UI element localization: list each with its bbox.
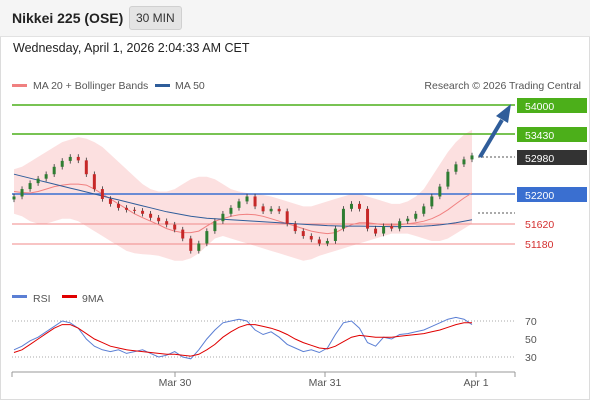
candle-body (108, 198, 112, 204)
candle-body (149, 213, 153, 218)
rsi-tick-30: 30 (525, 352, 537, 364)
ma50-legend-label: MA 50 (175, 80, 205, 92)
candle-body (36, 178, 40, 184)
ma20-line (13, 183, 473, 235)
level-label-53430: 53430 (525, 130, 554, 142)
chart-header: Nikkei 225 (OSE) 30 MIN (0, 0, 590, 37)
copyright-label: Research © 2026 Trading Central (424, 80, 581, 92)
candle-body (229, 207, 233, 214)
candle-body (285, 211, 289, 224)
level-label-51620: 51620 (525, 219, 554, 231)
candle-body (68, 156, 72, 161)
forecast-arrow-shaft (478, 118, 504, 159)
candle-body (446, 171, 450, 187)
candle-body (277, 208, 281, 212)
level-label-52200: 52200 (525, 190, 554, 202)
candle-body (76, 156, 80, 161)
rsi-tick-50: 50 (525, 334, 537, 346)
candle-body (366, 208, 370, 229)
candle-body (100, 189, 104, 199)
candle-body (333, 228, 337, 241)
ma50-legend-swatch (155, 84, 170, 87)
level-label-54000: 54000 (525, 101, 554, 113)
candle-body (92, 174, 96, 190)
rsi-legend-swatch (12, 295, 27, 298)
candle-body (269, 208, 273, 212)
candle-body (341, 208, 345, 229)
candle-body (454, 164, 458, 172)
candle-body (133, 209, 137, 211)
candle-body (293, 223, 297, 232)
candle-body (12, 196, 16, 200)
candle-body (197, 243, 201, 251)
candle-body (301, 231, 305, 237)
candle-body (60, 160, 64, 167)
ma20-legend-swatch (12, 84, 27, 87)
level-tag-54000 (517, 98, 587, 113)
ma9-legend-swatch (62, 295, 77, 298)
candle-body (261, 206, 265, 212)
candle-body (406, 218, 410, 222)
candle-body (52, 166, 56, 175)
ma50-line (13, 173, 473, 228)
candle-body (317, 239, 321, 244)
ma20-legend-label: MA 20 + Bollinger Bands (33, 80, 148, 92)
candle-body (398, 221, 402, 229)
candles-group (12, 152, 474, 254)
candle-body (462, 159, 466, 165)
level-tag-current (517, 150, 587, 165)
candle-body (20, 189, 24, 197)
candle-body (221, 213, 225, 222)
candle-body (165, 221, 169, 225)
x-tick-label-mar31: Mar 31 (309, 377, 342, 389)
x-tick-label-mar30: Mar 30 (159, 377, 192, 389)
candle-body (189, 238, 193, 251)
candle-body (390, 226, 394, 229)
timeframe-badge[interactable]: 30 MIN (129, 6, 182, 30)
rsi-legend-label: RSI (33, 293, 51, 305)
bollinger-band (14, 129, 472, 261)
candle-body (124, 207, 128, 210)
candle-body (205, 231, 209, 244)
candle-body (237, 201, 241, 208)
candle-body (309, 236, 313, 240)
instrument-title: Nikkei 225 (OSE) (12, 10, 124, 26)
candle-body (422, 206, 426, 214)
rsi-ma9-line (13, 322, 472, 357)
candle-body (84, 160, 88, 175)
candle-body (44, 174, 48, 179)
candle-body (213, 221, 217, 232)
x-tick-label-apr1: Apr 1 (463, 377, 488, 389)
candle-body (253, 196, 257, 207)
candle-body (28, 183, 32, 190)
rsi-tick-70: 70 (525, 316, 537, 328)
level-label-51180: 51180 (525, 239, 554, 251)
chart-datetime: Wednesday, April 1, 2026 2:04:33 AM CET (13, 41, 250, 55)
level-tag-52200 (517, 187, 587, 202)
forecast-arrow-head (496, 104, 511, 123)
candle-body (245, 196, 249, 202)
candle-body (325, 240, 329, 244)
candle-body (470, 155, 474, 160)
candle-body (382, 226, 386, 234)
candle-body (374, 228, 378, 234)
candle-body (157, 217, 161, 222)
candle-body (414, 213, 418, 219)
candle-body (358, 203, 362, 209)
candle-body (430, 196, 434, 207)
ma9-legend-label: 9MA (82, 293, 104, 305)
candle-body (349, 203, 353, 209)
level-tag-53430 (517, 127, 587, 142)
candle-body (181, 229, 185, 239)
candle-body (141, 210, 145, 214)
level-label-current: 52980 (525, 153, 554, 165)
rsi-line (13, 316, 473, 360)
candle-body (438, 186, 442, 197)
candle-body (116, 203, 120, 208)
candle-body (173, 224, 177, 230)
